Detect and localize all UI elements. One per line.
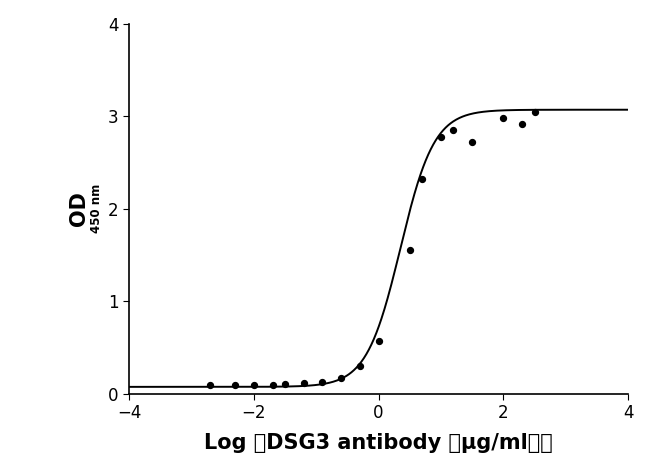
Point	[417, 175, 428, 183]
Point	[373, 337, 384, 345]
Point	[267, 381, 278, 388]
Text: OD: OD	[69, 191, 89, 226]
Point	[317, 378, 328, 385]
Point	[467, 138, 477, 146]
Point	[230, 382, 240, 389]
Point	[248, 382, 259, 389]
Point	[448, 126, 459, 134]
Text: 450 nm: 450 nm	[90, 184, 103, 234]
Point	[517, 120, 527, 127]
Point	[436, 133, 446, 141]
X-axis label: Log （DSG3 antibody （μg/ml））: Log （DSG3 antibody （μg/ml））	[204, 433, 553, 454]
Point	[298, 379, 309, 386]
Point	[498, 114, 508, 122]
Point	[529, 108, 539, 115]
Point	[404, 247, 415, 254]
Point	[280, 380, 290, 387]
Point	[336, 374, 346, 382]
Point	[355, 362, 365, 370]
Point	[205, 381, 215, 388]
